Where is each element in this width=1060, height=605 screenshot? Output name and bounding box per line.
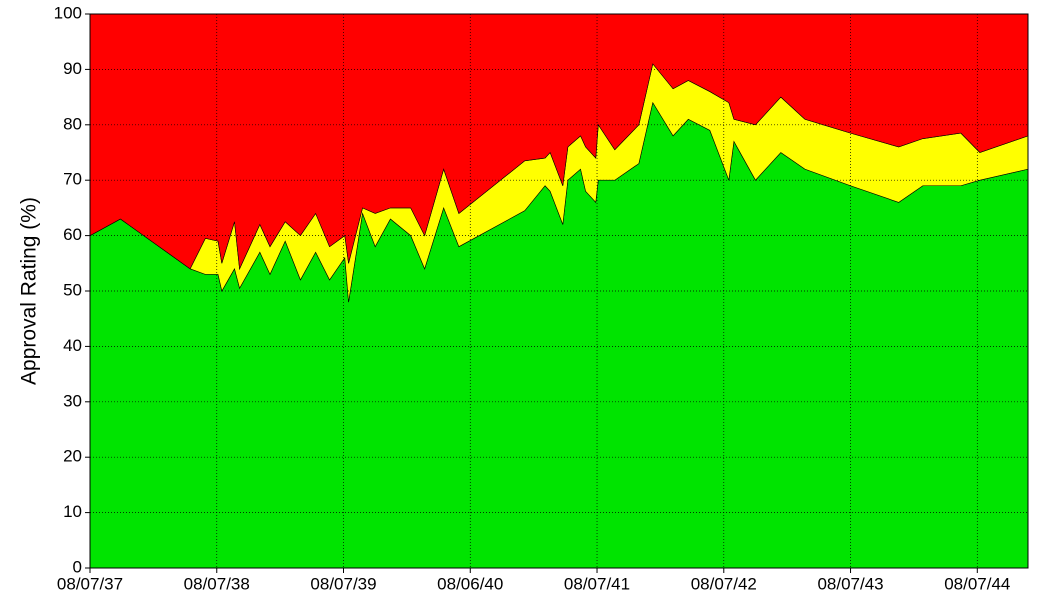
y-tick-label: 50 (63, 280, 82, 299)
x-tick-label: 08/07/37 (57, 574, 123, 593)
y-tick-label: 0 (73, 557, 82, 576)
y-tick-label: 20 (63, 447, 82, 466)
y-axis-label: Approval Rating (%) (18, 197, 41, 385)
y-tick-label: 30 (63, 391, 82, 410)
y-tick-label: 90 (63, 59, 82, 78)
x-tick-label: 08/07/39 (310, 574, 376, 593)
y-tick-label: 80 (63, 114, 82, 133)
x-tick-label: 08/07/44 (944, 574, 1010, 593)
y-tick-label: 10 (63, 502, 82, 521)
x-tick-label: 08/06/40 (437, 574, 503, 593)
x-tick-label: 08/07/38 (184, 574, 250, 593)
y-tick-label: 40 (63, 336, 82, 355)
x-tick-label: 08/07/42 (691, 574, 757, 593)
y-tick-label: 100 (54, 3, 82, 22)
y-tick-label: 70 (63, 170, 82, 189)
x-tick-label: 08/07/41 (564, 574, 630, 593)
x-tick-label: 08/07/43 (817, 574, 883, 593)
plot-frame (89, 13, 1029, 569)
y-tick-label: 60 (63, 225, 82, 244)
